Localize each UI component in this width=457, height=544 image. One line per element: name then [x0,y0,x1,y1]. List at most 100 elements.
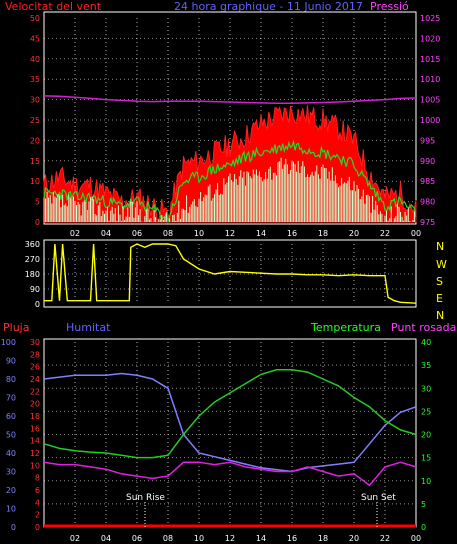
humidity-y-tick-1: 10 [6,505,16,514]
dewpoint-label: Punt rosada [391,321,456,334]
temperature-label: Temperatura [310,321,381,334]
wind-y-tick-9: 45 [30,34,40,43]
rain-y-tick-7: 14 [30,437,40,446]
humidity-y-tick-7: 70 [6,394,16,403]
climate-x-tick-8: 18 [318,534,328,543]
humidity-line [43,372,417,473]
pressure-y-tick-9: 1020 [420,34,440,43]
wind-x-tick-7: 16 [287,229,297,238]
pressure-y-tick-3: 990 [420,157,435,166]
humidity-y-tick-3: 30 [6,468,16,477]
compass-e: E [436,292,443,305]
direction-y-tick-1: 90 [30,285,40,294]
wind-x-tick-0: 02 [70,229,80,238]
direction-y-tick-0: 0 [35,300,40,309]
direction-y-tick-4: 360 [25,240,40,249]
compass-legend: N W S E N [436,240,447,322]
rain-y-tick-2: 4 [35,498,40,507]
wind-series-group [43,95,417,224]
temperature-y-tick-7: 35 [421,361,431,370]
humidity-y-tick-2: 20 [6,486,16,495]
dewpoint-line [43,461,417,487]
pressure-y-tick-6: 1005 [420,96,440,105]
rain-y-tick-5: 10 [30,461,40,470]
wind-average-line [43,139,417,224]
wind-y-tick-3: 15 [30,157,40,166]
wind-direction-line [44,243,417,304]
pressure-y-tick-1: 980 [420,198,435,207]
direction-y-tick-2: 180 [25,270,40,279]
climate-x-tick-0: 02 [70,534,80,543]
wind-y-tick-7: 35 [30,75,40,84]
humidity-y-tick-4: 40 [6,449,16,458]
compass-s: S [436,275,443,288]
wind-x-tick-4: 10 [194,229,204,238]
temperature-y-tick-0: 0 [421,523,426,532]
rain-y-tick-12: 24 [30,375,40,384]
direction-gridlines [44,244,417,304]
climate-x-tick-6: 14 [256,534,266,543]
humidity-y-tick-10: 100 [1,338,16,347]
climate-x-tick-5: 12 [225,534,235,543]
humidity-y-tick-5: 50 [6,431,16,440]
temperature-y-tick-4: 20 [421,431,431,440]
pressure-title: Pressió [370,0,409,13]
humidity-y-tick-8: 80 [6,375,16,384]
rain-y-tick-10: 20 [30,400,40,409]
temperature-y-tick-6: 30 [421,384,431,393]
rain-y-tick-11: 22 [30,387,40,396]
compass-w: W [436,258,447,271]
wind-x-tick-6: 14 [256,229,266,238]
sunrise-label: Sun Rise [126,493,165,503]
pressure-line [43,95,417,105]
rain-y-tick-4: 8 [35,474,40,483]
direction-axis-labels: 0 90 180 270 360 [25,240,40,309]
wind-y-tick-10: 50 [30,14,40,23]
wind-x-tick-8: 18 [318,229,328,238]
humidity-label: Humitat [66,321,111,334]
rain-y-tick-9: 18 [30,412,40,421]
wind-x-tick-2: 06 [132,229,142,238]
wind-x-tick-11: 00 [411,229,421,238]
wind-y-tick-2: 10 [30,177,40,186]
humidity-y-tick-6: 60 [6,412,16,421]
temperature-y-tick-2: 10 [421,477,431,486]
direction-series-group [44,243,417,304]
wind-y-tick-6: 30 [30,96,40,105]
temperature-y-tick-8: 40 [421,338,431,347]
wind-speed-title: Velocitat del vent [5,0,102,13]
rain-label: Pluja [3,321,29,334]
wind-y-tick-4: 20 [30,136,40,145]
temperature-y-tick-5: 25 [421,407,431,416]
pressure-y-tick-10: 1025 [420,14,440,23]
rain-y-tick-3: 6 [35,486,40,495]
pressure-y-tick-4: 995 [420,136,435,145]
pressure-y-tick-5: 1000 [420,116,440,125]
climate-axis-labels: 0102030405060708090100024681012141618202… [1,338,431,543]
wind-x-tick-10: 22 [380,229,390,238]
climate-x-tick-10: 22 [380,534,390,543]
wind-axis-labels: 0510152025303540455097598098599099510001… [30,14,441,238]
wind-y-tick-5: 25 [30,116,40,125]
humidity-y-tick-9: 90 [6,357,16,366]
pressure-y-tick-2: 985 [420,177,435,186]
pressure-y-tick-7: 1010 [420,75,440,84]
climate-x-tick-2: 06 [132,534,142,543]
climate-x-tick-11: 00 [411,534,421,543]
climate-x-tick-3: 08 [163,534,173,543]
temperature-line [43,369,417,459]
compass-n-bottom: N [436,309,444,322]
rain-y-tick-0: 0 [35,523,40,532]
rain-y-tick-8: 16 [30,424,40,433]
compass-n-top: N [436,240,444,253]
pressure-y-tick-0: 975 [420,218,435,227]
humidity-y-tick-0: 0 [11,523,16,532]
wind-x-tick-9: 20 [349,229,359,238]
rain-y-tick-6: 12 [30,449,40,458]
pressure-y-tick-8: 1015 [420,55,440,64]
climate-x-tick-9: 20 [349,534,359,543]
climate-series-group [43,369,417,528]
climate-x-tick-1: 04 [101,534,111,543]
rain-y-tick-1: 2 [35,511,40,520]
